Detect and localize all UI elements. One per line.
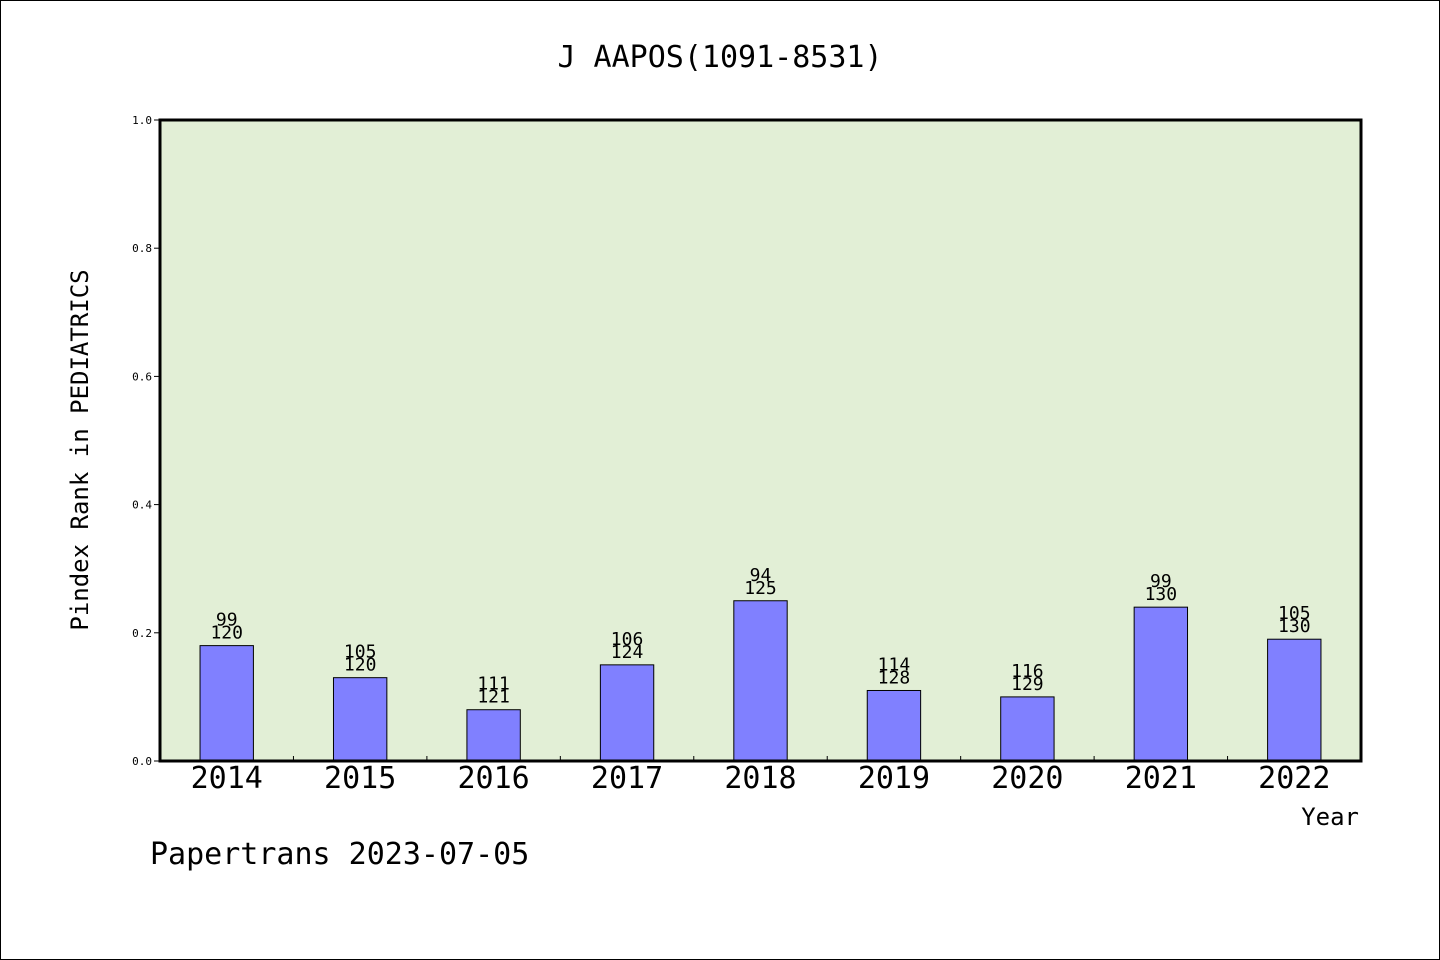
bar-total-label: 130: [1278, 616, 1311, 637]
bar: [599, 664, 655, 762]
bar: [199, 645, 254, 762]
y-tick-label: 0.0: [132, 755, 152, 768]
x-tick-label: 2016: [457, 761, 529, 796]
bar-total-label: 130: [1145, 584, 1178, 605]
bar-total-label: 124: [611, 642, 644, 663]
y-tick-label: 0.4: [132, 499, 152, 512]
footer-text: Papertrans 2023-07-05: [150, 837, 529, 872]
x-tick-label: 2018: [724, 761, 796, 796]
x-tick-label: 2021: [1125, 761, 1197, 796]
x-axis: 2014 2015 2016 2017 2018 2019 2020 2021 2022: [191, 756, 1330, 796]
bar: [332, 677, 388, 762]
bar: [1000, 696, 1055, 762]
bars-group: [199, 600, 1322, 762]
bar-rank-label: 94: [750, 565, 772, 586]
x-tick-label: 2019: [858, 761, 930, 796]
x-tick-label: 2020: [991, 761, 1063, 796]
bar-rank-label: 114: [878, 654, 911, 675]
bar-total-label: 128: [878, 667, 911, 688]
y-tick-label: 0.8: [132, 242, 152, 255]
bar-total-label: 120: [210, 623, 243, 644]
y-tick-label: 0.2: [132, 627, 152, 640]
bar: [1267, 638, 1322, 762]
bar-rank-label: 105: [1278, 603, 1311, 624]
bar: [1133, 606, 1189, 762]
bar-total-label: 125: [744, 578, 777, 599]
y-tick-label: 1.0: [132, 114, 152, 127]
bar: [733, 600, 788, 762]
x-tick-label: 2014: [191, 761, 263, 796]
x-tick-label: 2017: [591, 761, 663, 796]
bar: [466, 709, 521, 762]
bar-total-label: 120: [344, 655, 377, 676]
bar-rank-label: 99: [1150, 571, 1172, 592]
bar-rank-label: 106: [611, 629, 644, 650]
x-axis-label: Year: [1301, 803, 1359, 831]
bar-rank-label: 116: [1011, 661, 1044, 682]
bar-rank-label: 105: [344, 642, 377, 663]
x-tick-label: 2015: [324, 761, 396, 796]
plot-frame: [158, 118, 1363, 763]
bar-total-label: 121: [477, 687, 510, 708]
y-axis: 0.0 0.2 0.4 0.6 0.8 1.0: [132, 114, 160, 768]
chart-title: J AAPOS(1091-8531): [557, 40, 882, 75]
y-axis-label: Pindex Rank in PEDIATRICS: [66, 269, 94, 630]
bar-total-label: 129: [1011, 674, 1044, 695]
bar: [866, 689, 922, 762]
bar-rank-label: 99: [216, 610, 238, 631]
bar-rank-label: 111: [477, 674, 510, 695]
x-tick-label: 2022: [1258, 761, 1330, 796]
y-tick-label: 0.6: [132, 370, 152, 383]
